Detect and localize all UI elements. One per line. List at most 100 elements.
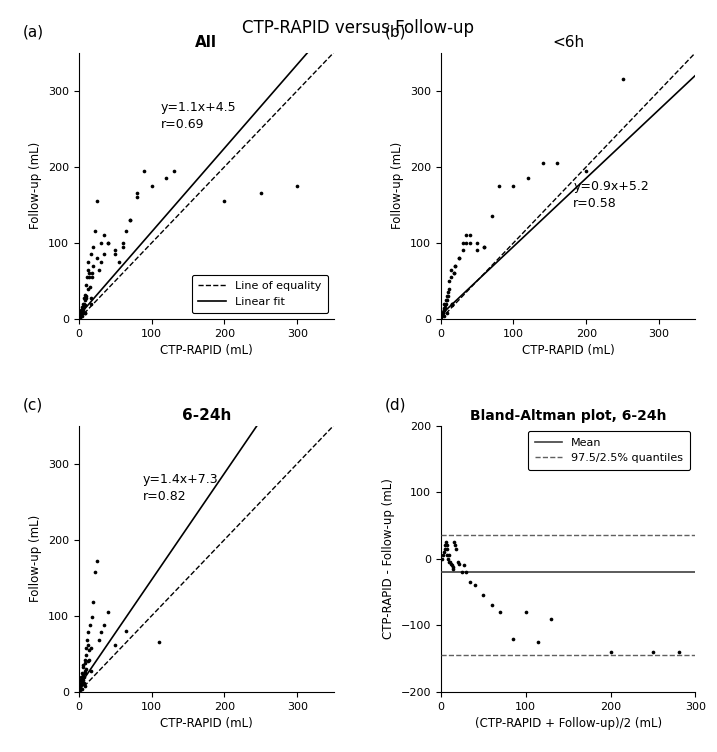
Point	[80, 279, 92, 291]
Point	[452, 556, 463, 568]
Point	[110, 638, 121, 650]
Point	[80, 641, 92, 653]
Point	[440, 536, 452, 548]
Legend: Line of equality, Linear fit: Line of equality, Linear fit	[191, 274, 328, 314]
Point	[99, 619, 110, 631]
Point	[537, 157, 549, 169]
Point	[82, 638, 94, 650]
Point	[460, 229, 472, 241]
Point	[453, 252, 465, 264]
Title: <6h: <6h	[552, 35, 584, 50]
Point	[120, 226, 132, 238]
Point	[80, 649, 92, 661]
Point	[442, 307, 453, 319]
Point	[219, 195, 230, 207]
Point	[440, 539, 451, 551]
Point	[75, 677, 87, 689]
Point	[508, 180, 519, 192]
Point	[77, 662, 88, 674]
Point	[86, 611, 98, 623]
Point	[76, 305, 87, 317]
Point	[439, 298, 450, 310]
Point	[440, 302, 451, 314]
Point	[465, 576, 476, 588]
Point	[436, 311, 447, 323]
Point	[80, 290, 92, 302]
Point	[77, 675, 89, 687]
Point	[440, 543, 451, 555]
Point	[75, 675, 86, 687]
Point	[471, 237, 483, 249]
Point	[76, 672, 87, 684]
Point	[447, 299, 458, 311]
Point	[75, 679, 87, 691]
Point	[76, 683, 87, 695]
Point	[444, 283, 455, 295]
Point	[77, 307, 88, 319]
Point	[442, 287, 454, 299]
Text: y=1.4x+7.3
r=0.82: y=1.4x+7.3 r=0.82	[143, 474, 218, 503]
Point	[79, 667, 90, 679]
Point	[75, 307, 86, 319]
Point	[82, 626, 93, 638]
Point	[450, 539, 461, 551]
X-axis label: CTP-RAPID (mL): CTP-RAPID (mL)	[160, 344, 252, 357]
Point	[86, 267, 98, 279]
Point	[292, 180, 303, 192]
Point	[99, 248, 110, 260]
Point	[440, 294, 452, 306]
Point	[454, 558, 465, 570]
Point	[673, 646, 684, 658]
Point	[436, 311, 447, 323]
Point	[81, 271, 92, 284]
Point	[77, 302, 89, 314]
Point	[86, 271, 98, 284]
Point	[87, 596, 99, 608]
Point	[495, 606, 506, 618]
Point	[85, 248, 96, 260]
Point	[77, 302, 88, 314]
Point	[76, 301, 87, 313]
X-axis label: CTP-RAPID (mL): CTP-RAPID (mL)	[522, 344, 614, 357]
Y-axis label: Follow-up (mL): Follow-up (mL)	[391, 142, 404, 229]
Point	[320, 43, 332, 55]
Point	[479, 241, 490, 253]
Point	[442, 549, 453, 561]
Point	[453, 252, 465, 264]
Point	[85, 292, 97, 304]
Text: y=1.1x+4.5
r=0.69: y=1.1x+4.5 r=0.69	[161, 101, 236, 131]
Point	[110, 244, 121, 256]
Point	[79, 294, 90, 306]
Point	[82, 263, 93, 275]
Point	[80, 680, 91, 692]
Point	[437, 553, 448, 565]
Point	[77, 677, 88, 689]
Point	[75, 681, 86, 693]
Point	[95, 626, 106, 638]
Point	[77, 301, 89, 313]
Point	[457, 237, 468, 249]
Point	[83, 654, 95, 666]
Point	[445, 556, 456, 568]
Point	[89, 226, 100, 238]
Point	[446, 559, 457, 572]
Point	[83, 267, 95, 279]
Point	[103, 606, 114, 618]
Point	[76, 310, 87, 322]
Point	[439, 302, 450, 314]
Point	[82, 656, 93, 668]
Point	[78, 677, 90, 689]
Point	[74, 684, 85, 696]
Point	[447, 562, 459, 575]
Point	[77, 669, 88, 681]
Point	[89, 566, 100, 578]
Point	[617, 73, 628, 85]
Point	[447, 298, 458, 310]
Point	[85, 298, 96, 310]
Point	[91, 555, 103, 567]
Point	[450, 259, 461, 271]
Point	[79, 665, 90, 677]
Point	[449, 536, 460, 548]
Point	[255, 187, 267, 199]
Point	[486, 599, 498, 611]
